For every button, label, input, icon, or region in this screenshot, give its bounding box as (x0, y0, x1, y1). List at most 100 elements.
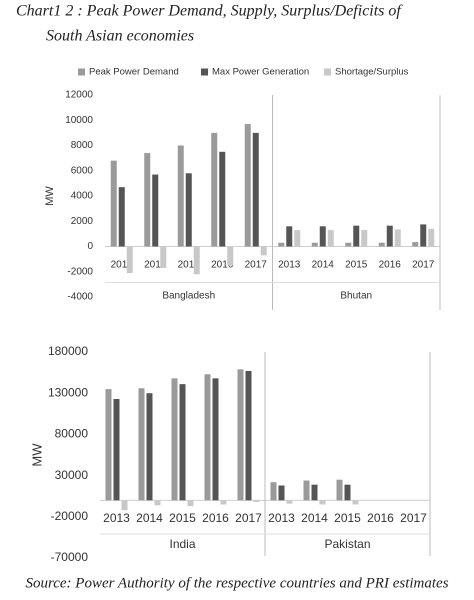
x-tick-label: 2013 (103, 511, 130, 525)
bar (327, 230, 334, 247)
bar (187, 500, 194, 507)
bar (361, 230, 368, 247)
x-tick-label: 2015 (345, 260, 368, 271)
y-tick-label: 12000 (65, 90, 93, 101)
bar (286, 226, 293, 247)
bar (278, 485, 285, 501)
bar (352, 500, 359, 505)
x-tick-label: 2017 (400, 511, 427, 525)
x-tick-label: 2016 (202, 511, 229, 525)
bar (160, 246, 167, 268)
y-tick-label: 130000 (48, 385, 88, 399)
bar (345, 242, 352, 247)
x-tick-label: 2017 (245, 260, 268, 271)
y-tick-label: 8000 (71, 140, 94, 151)
x-tick-label: 2013 (111, 260, 134, 271)
bar (219, 151, 226, 247)
y-tick-label: 80000 (55, 427, 89, 441)
bar (179, 384, 186, 501)
bar (311, 484, 318, 501)
bar (420, 224, 427, 247)
bar (113, 398, 120, 501)
y-axis-label: MW (44, 186, 56, 206)
x-tick-label: 2013 (278, 260, 301, 271)
bar (428, 228, 435, 247)
bar (319, 500, 326, 505)
x-tick-label: 2016 (379, 260, 402, 271)
bar (152, 174, 159, 247)
y-tick-label: 30000 (55, 468, 89, 482)
bar (252, 132, 259, 247)
bar (110, 160, 117, 247)
x-tick-label: 2015 (334, 511, 361, 525)
x-tick-label: 2016 (367, 511, 394, 525)
x-tick-label: 2016 (211, 260, 234, 271)
x-tick-label: 2015 (178, 260, 201, 271)
bar (220, 500, 227, 505)
x-tick-label: 2017 (412, 260, 435, 271)
x-tick-label: 2014 (312, 260, 335, 271)
y-tick-label: 6000 (71, 165, 94, 176)
bar (144, 153, 151, 247)
x-tick-label: 2014 (136, 511, 163, 525)
bar (154, 500, 161, 506)
legend-label: Max Power Generation (212, 67, 309, 78)
bar (204, 374, 211, 501)
bar (386, 225, 393, 247)
legend-label: Shortage/Surplus (335, 67, 409, 78)
bar (286, 500, 293, 504)
group-label: Bangladesh (162, 291, 215, 302)
bar (126, 246, 133, 274)
bar (394, 229, 401, 247)
bar (193, 246, 200, 275)
x-tick-label: 2015 (169, 511, 196, 525)
bar (244, 124, 251, 247)
title-line: South Asian economies (46, 28, 194, 45)
source-note: Source: Power Authority of the respectiv… (25, 575, 448, 591)
bar (270, 482, 277, 501)
bar (336, 479, 343, 501)
title-line: Chart1 2 : Peak Power Demand, Supply, Su… (16, 3, 403, 20)
legend-swatch (201, 68, 208, 76)
bar (105, 389, 112, 501)
bar (146, 393, 153, 501)
x-tick-label: 2017 (235, 511, 262, 525)
legend-swatch (78, 68, 85, 76)
bar (211, 132, 218, 247)
y-axis-label: MW (29, 443, 44, 467)
bar (378, 242, 385, 247)
bar (353, 225, 360, 247)
y-tick-label: 4000 (71, 191, 94, 202)
y-tick-label: 2000 (71, 216, 94, 227)
x-tick-label: 2013 (268, 511, 295, 525)
bar (177, 145, 184, 247)
y-tick-label: -70000 (51, 550, 89, 564)
bar (212, 378, 219, 501)
group-label: India (169, 537, 195, 551)
bar (260, 246, 267, 256)
bar (138, 388, 145, 501)
y-tick-label: -2000 (67, 266, 93, 277)
bar (278, 242, 285, 247)
group-label: Pakistan (324, 537, 370, 551)
y-tick-label: 180000 (48, 344, 88, 358)
legend-swatch (324, 68, 331, 76)
bar (185, 173, 192, 247)
bar (253, 500, 260, 502)
y-tick-label: 0 (87, 241, 93, 252)
bar (227, 246, 234, 266)
x-tick-label: 2014 (301, 511, 328, 525)
bar (294, 230, 301, 247)
y-tick-label: 10000 (65, 115, 93, 126)
bar (118, 187, 125, 247)
bar (171, 378, 178, 501)
y-tick-label: -20000 (51, 509, 89, 523)
group-label: Bhutan (340, 291, 372, 302)
bar (412, 242, 419, 247)
bar (344, 484, 351, 501)
x-tick-label: 2014 (144, 260, 167, 271)
bar (237, 369, 244, 501)
bar (311, 242, 318, 247)
bar (319, 226, 326, 247)
